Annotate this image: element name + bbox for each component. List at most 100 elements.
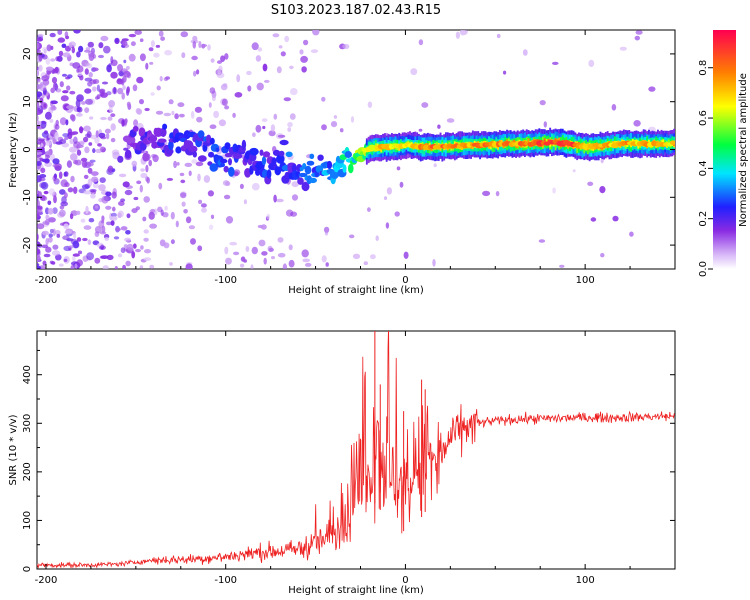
spectrogram-noise-blob (91, 176, 99, 183)
spectrogram-noise-blob (42, 46, 47, 53)
spectrogram-noise-blob (148, 159, 152, 167)
spectrogram-noise-blob (261, 251, 268, 256)
spectrogram-noise-blob (160, 209, 164, 216)
spectrogram-noise-blob (46, 44, 52, 52)
spectrogram-band-segment (624, 142, 627, 149)
spectrogram-noise-blob (69, 114, 75, 121)
spectrogram-noise-blob (367, 101, 373, 108)
spectrogram-noise-blob (132, 84, 138, 92)
spectrogram-noise-blob (220, 83, 228, 91)
spectrogram-noise-blob (251, 182, 260, 191)
spectrogram-noise-blob (276, 66, 282, 74)
spectrogram-noise-blob (133, 196, 139, 201)
spectrogram-noise-blob (342, 43, 350, 50)
snr-line (37, 331, 675, 569)
spectrogram-x-tick-label: 0 (402, 275, 408, 286)
spectrogram-noise-blob (257, 224, 264, 229)
spectrogram-noise-blob (216, 72, 225, 79)
spectrogram-noise-blob (169, 262, 173, 266)
spectrogram-ridge-blob (220, 162, 225, 168)
spectrogram-noise-blob (123, 70, 131, 78)
spectrogram-ridge-blob (162, 123, 168, 130)
spectrogram-ridge-blob (219, 158, 228, 164)
spectrogram-noise-blob (136, 108, 142, 115)
spectrogram-noise-blob (201, 44, 207, 47)
spectrogram-noise-blob (283, 97, 291, 102)
spectrogram-noise-blob (446, 118, 455, 123)
spectrogram-noise-blob (633, 120, 641, 127)
spectrogram-noise-blob (73, 232, 77, 240)
spectrogram-noise-blob (143, 196, 150, 203)
spectrogram-noise-blob (600, 253, 605, 258)
spectrogram-noise-blob (197, 245, 203, 252)
spectrogram-noise-blob (139, 265, 144, 269)
spectrogram-noise-blob (126, 213, 131, 219)
spectrogram-noise-blob (73, 160, 79, 165)
spectrogram-noise-blob (99, 146, 105, 150)
spectrogram-noise-blob (188, 225, 195, 230)
spectrogram-noise-blob (136, 180, 142, 185)
spectrogram-noise-blob (92, 79, 100, 84)
spectrogram-noise-blob (84, 77, 93, 82)
spectrogram-noise-blob (37, 266, 42, 269)
spectrogram-ridge-blob (132, 125, 139, 132)
spectrogram-noise-blob (95, 148, 102, 154)
spectrogram-ridge-blob (206, 134, 212, 144)
spectrogram-noise-blob (63, 223, 69, 230)
spectrogram-noise-blob (177, 102, 185, 108)
spectrogram-noise-blob (224, 53, 229, 60)
colorbar-gradient (713, 30, 736, 269)
spectrogram-noise-blob (58, 171, 63, 179)
spectrogram-noise-blob (73, 186, 78, 194)
spectrogram-noise-blob (37, 42, 40, 49)
spectrogram-noise-blob (88, 72, 93, 78)
spectrogram-ridge-blob (306, 160, 315, 166)
spectrogram-noise-blob (47, 237, 53, 243)
spectrogram-noise-blob (128, 53, 136, 62)
spectrogram-ridge-blob (228, 158, 232, 166)
spectrogram-noise-blob (38, 177, 46, 182)
spectrogram-noise-blob (85, 47, 91, 51)
spectrogram-noise-blob (273, 194, 277, 203)
spectrogram-noise-blob (282, 263, 287, 269)
spectrogram-noise-blob (37, 115, 39, 121)
spectrogram-noise-blob (273, 113, 278, 120)
spectrogram-noise-blob (37, 37, 43, 42)
spectrogram-noise-blob (41, 244, 49, 249)
spectrogram-noise-blob (179, 113, 185, 118)
spectrogram-noise-blob (37, 120, 42, 126)
spectrogram-noise-blob (455, 31, 460, 39)
spectrogram-noise-blob (98, 132, 106, 138)
spectrogram-noise-blob (122, 75, 127, 83)
spectrogram-noise-blob (71, 255, 76, 262)
spectrogram-noise-blob (289, 65, 294, 70)
spectrogram-noise-blob (181, 52, 186, 59)
spectrogram-noise-blob (251, 42, 259, 51)
spectrogram-noise-blob (170, 211, 175, 220)
spectrogram-noise-blob (96, 84, 100, 92)
spectrogram-noise-blob (612, 215, 619, 222)
spectrogram-noise-blob (105, 205, 112, 210)
spectrogram-noise-blob (52, 158, 60, 165)
spectrogram-ridge-blob (271, 157, 277, 166)
spectrogram-noise-blob (94, 226, 102, 234)
spectrogram-noise-blob (634, 35, 640, 41)
spectrogram-noise-blob (64, 136, 69, 141)
spectrogram-noise-blob (68, 42, 73, 48)
spectrogram-ridge-blob (309, 177, 317, 184)
spectrogram-noise-blob (62, 90, 69, 94)
spectrogram-noise-blob (39, 97, 44, 104)
spectrogram-noise-blob (210, 214, 215, 219)
spectrogram-y-tick-label: -20 (22, 237, 33, 253)
spectrogram-noise-blob (62, 235, 70, 240)
spectrogram-noise-blob (190, 238, 196, 245)
spectrogram-noise-blob (139, 38, 144, 42)
spectrogram-ridge-blob (301, 181, 310, 192)
spectrogram-noise-blob (95, 130, 99, 138)
spectrogram-noise-blob (352, 253, 361, 259)
spectrogram-noise-blob (37, 189, 39, 195)
spectrogram-noise-blob (333, 115, 338, 119)
snr-y-tick-label: 400 (22, 365, 33, 384)
spectrogram-ridge-blob (215, 147, 220, 153)
spectrogram-noise-blob (171, 110, 175, 116)
